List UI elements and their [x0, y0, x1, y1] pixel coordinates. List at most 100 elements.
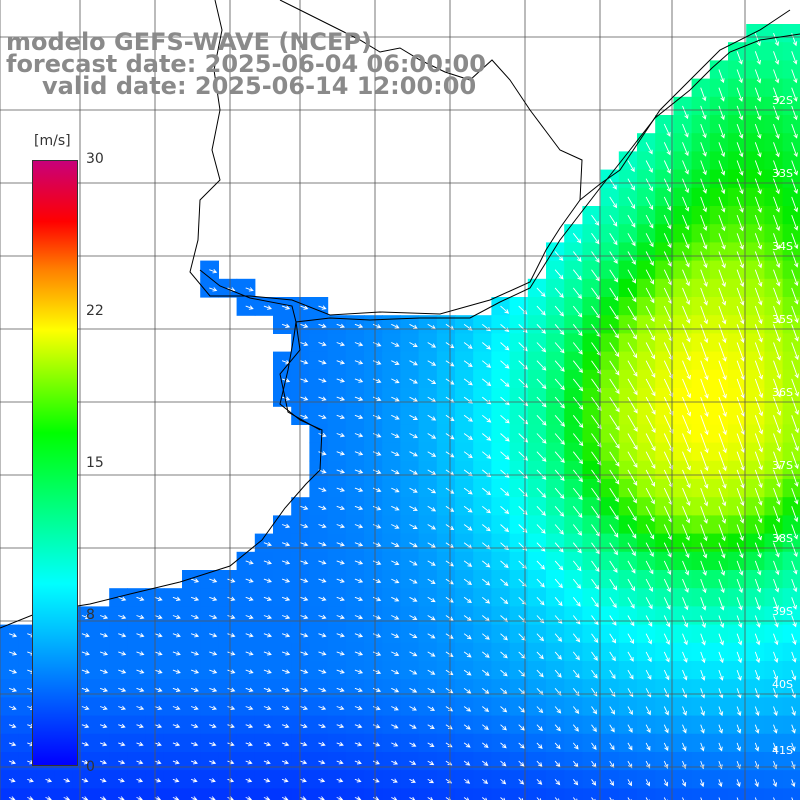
wind-arrow — [445, 578, 454, 585]
wind-arrow — [591, 214, 600, 226]
wind-arrow — [209, 705, 217, 711]
wind-arrow — [245, 578, 254, 583]
wind-arrow — [773, 178, 780, 195]
wind-arrow — [391, 414, 400, 420]
wind-arrow — [754, 742, 760, 752]
wind-arrow — [736, 451, 745, 471]
wind-arrow — [391, 524, 400, 529]
wind-arrow — [718, 396, 727, 417]
wind-arrow — [391, 542, 400, 547]
wind-arrow — [409, 669, 418, 675]
wind-arrow — [627, 669, 634, 680]
wind-arrow — [554, 378, 565, 391]
wind-arrow — [391, 578, 400, 584]
wind-arrow — [318, 323, 327, 328]
wind-arrow — [627, 706, 633, 716]
wind-arrow — [754, 233, 763, 250]
field-cell — [54, 788, 74, 800]
wind-arrow — [791, 233, 799, 250]
wind-arrow — [318, 723, 326, 729]
wind-arrow — [409, 706, 417, 711]
wind-arrow — [554, 506, 565, 517]
wind-arrow — [391, 615, 400, 620]
wind-arrow — [318, 614, 327, 620]
wind-arrow — [682, 324, 691, 343]
wind-arrow — [554, 724, 561, 732]
wind-arrow — [172, 651, 181, 656]
wind-arrow — [700, 142, 707, 157]
wind-arrow — [700, 487, 709, 507]
wind-arrow — [336, 414, 345, 420]
wind-arrow — [773, 378, 782, 398]
wind-arrow — [609, 597, 617, 609]
wind-arrow — [118, 633, 127, 638]
wind-arrow — [263, 305, 272, 310]
wind-arrow — [336, 669, 345, 674]
wind-arrow — [99, 778, 107, 783]
wind-arrow — [391, 742, 399, 747]
wind-arrow — [300, 741, 308, 747]
wind-arrow — [754, 469, 763, 489]
field-cell — [364, 788, 383, 800]
wind-arrow — [482, 778, 489, 784]
wind-arrow — [754, 287, 763, 306]
wind-arrow — [463, 596, 472, 604]
wind-arrow — [136, 596, 145, 601]
wind-arrow — [591, 651, 598, 661]
wind-arrow — [627, 487, 637, 504]
field-cell — [782, 151, 800, 171]
wind-arrow — [609, 779, 615, 786]
wind-arrow — [500, 433, 510, 442]
wind-arrow — [791, 597, 797, 610]
colorbar — [32, 160, 78, 766]
wind-arrow — [572, 524, 583, 536]
wind-arrow — [99, 669, 109, 674]
wind-arrow — [427, 378, 437, 384]
wind-arrow — [300, 505, 309, 510]
field-cell — [418, 788, 438, 800]
wind-arrow — [245, 614, 254, 620]
wind-arrow — [536, 633, 545, 642]
coastline-brazil — [579, 9, 791, 201]
wind-arrow — [682, 233, 690, 249]
wind-arrow — [482, 524, 491, 532]
wind-arrow — [627, 342, 638, 359]
wind-arrow — [536, 378, 547, 390]
field-cell — [782, 115, 800, 134]
wind-arrow — [736, 233, 744, 250]
wind-arrow — [99, 741, 108, 747]
wind-arrow — [718, 433, 727, 454]
wind-arrow — [172, 760, 180, 765]
wind-arrow — [718, 469, 727, 489]
wind-arrow — [500, 505, 510, 515]
wind-arrow — [700, 506, 708, 524]
wind-arrow — [281, 705, 290, 711]
wind-arrow — [609, 487, 619, 503]
field-cell — [455, 788, 474, 800]
wind-arrow — [336, 614, 345, 620]
wind-arrow — [591, 597, 599, 608]
wind-arrow — [318, 378, 327, 383]
border-uruguay — [189, 0, 583, 316]
wind-arrow — [718, 633, 724, 646]
wind-arrow — [354, 596, 364, 602]
wind-arrow — [682, 305, 691, 324]
wind-arrow — [773, 597, 779, 611]
wind-arrow — [300, 578, 309, 583]
wind-arrow — [591, 779, 597, 786]
wind-arrow — [736, 214, 744, 232]
wind-arrow — [609, 196, 618, 209]
wind-arrow — [227, 760, 235, 765]
field-cell — [782, 679, 800, 698]
wind-arrow — [45, 778, 53, 783]
wind-arrow — [791, 87, 798, 102]
wind-arrow — [318, 741, 326, 747]
wind-arrow — [791, 324, 799, 342]
wind-arrow — [536, 305, 546, 316]
wind-arrow — [391, 451, 400, 457]
wind-arrow — [445, 742, 453, 748]
wind-arrow — [500, 596, 509, 605]
wind-arrow — [263, 596, 272, 601]
wind-arrow — [190, 705, 199, 711]
wind-arrow — [427, 778, 434, 784]
